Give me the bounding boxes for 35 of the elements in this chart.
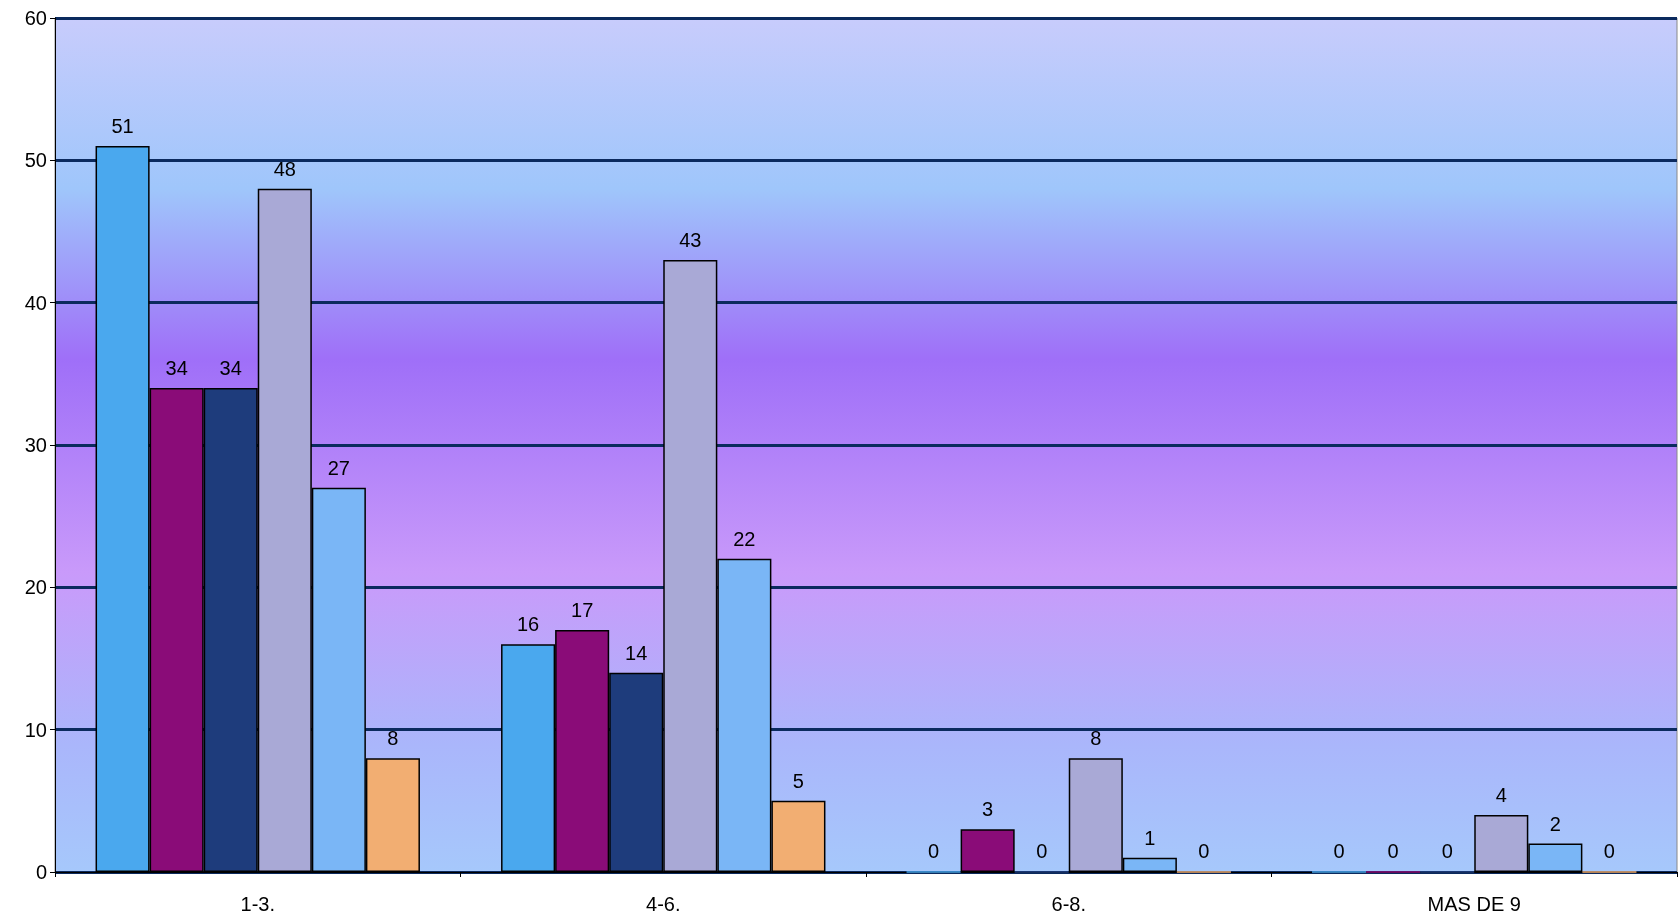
data-label: 0 <box>1036 840 1048 863</box>
x-tick-label: 1-3. <box>240 893 275 915</box>
data-label: 51 <box>111 115 134 138</box>
y-tick-label: 50 <box>24 149 47 172</box>
y-tick-label: 20 <box>24 576 47 599</box>
data-label: 8 <box>387 727 399 750</box>
data-label: 3 <box>982 798 994 821</box>
data-label: 4 <box>1495 784 1507 807</box>
data-label: 1 <box>1144 826 1156 849</box>
data-label: 0 <box>928 840 940 863</box>
data-label: 22 <box>733 527 756 550</box>
data-label: 43 <box>679 228 702 251</box>
data-label: 0 <box>1333 840 1345 863</box>
data-label: 0 <box>1387 840 1399 863</box>
y-tick-label: 0 <box>35 861 47 883</box>
data-label: 2 <box>1549 812 1561 835</box>
data-label: 14 <box>625 641 648 664</box>
y-tick-label: 10 <box>24 718 47 741</box>
data-label: 0 <box>1441 840 1453 863</box>
data-label: 16 <box>516 613 540 636</box>
data-label: 17 <box>571 599 594 622</box>
y-tick-label: 60 <box>24 7 47 29</box>
data-label: 27 <box>327 456 350 479</box>
data-label: 48 <box>273 157 296 180</box>
data-label: 8 <box>1090 727 1102 750</box>
data-label: 34 <box>219 357 242 380</box>
data-label: 0 <box>1603 840 1615 863</box>
y-tick-label: 40 <box>24 291 47 314</box>
data-label: 5 <box>792 769 804 792</box>
x-tick-label: MAS DE 9 <box>1427 893 1521 915</box>
data-label: 0 <box>1198 840 1210 863</box>
data-label: 34 <box>165 357 188 380</box>
x-tick-label: 4-6. <box>646 893 681 915</box>
x-tick-label: 6-8. <box>1051 893 1086 915</box>
y-tick-label: 30 <box>24 434 47 456</box>
